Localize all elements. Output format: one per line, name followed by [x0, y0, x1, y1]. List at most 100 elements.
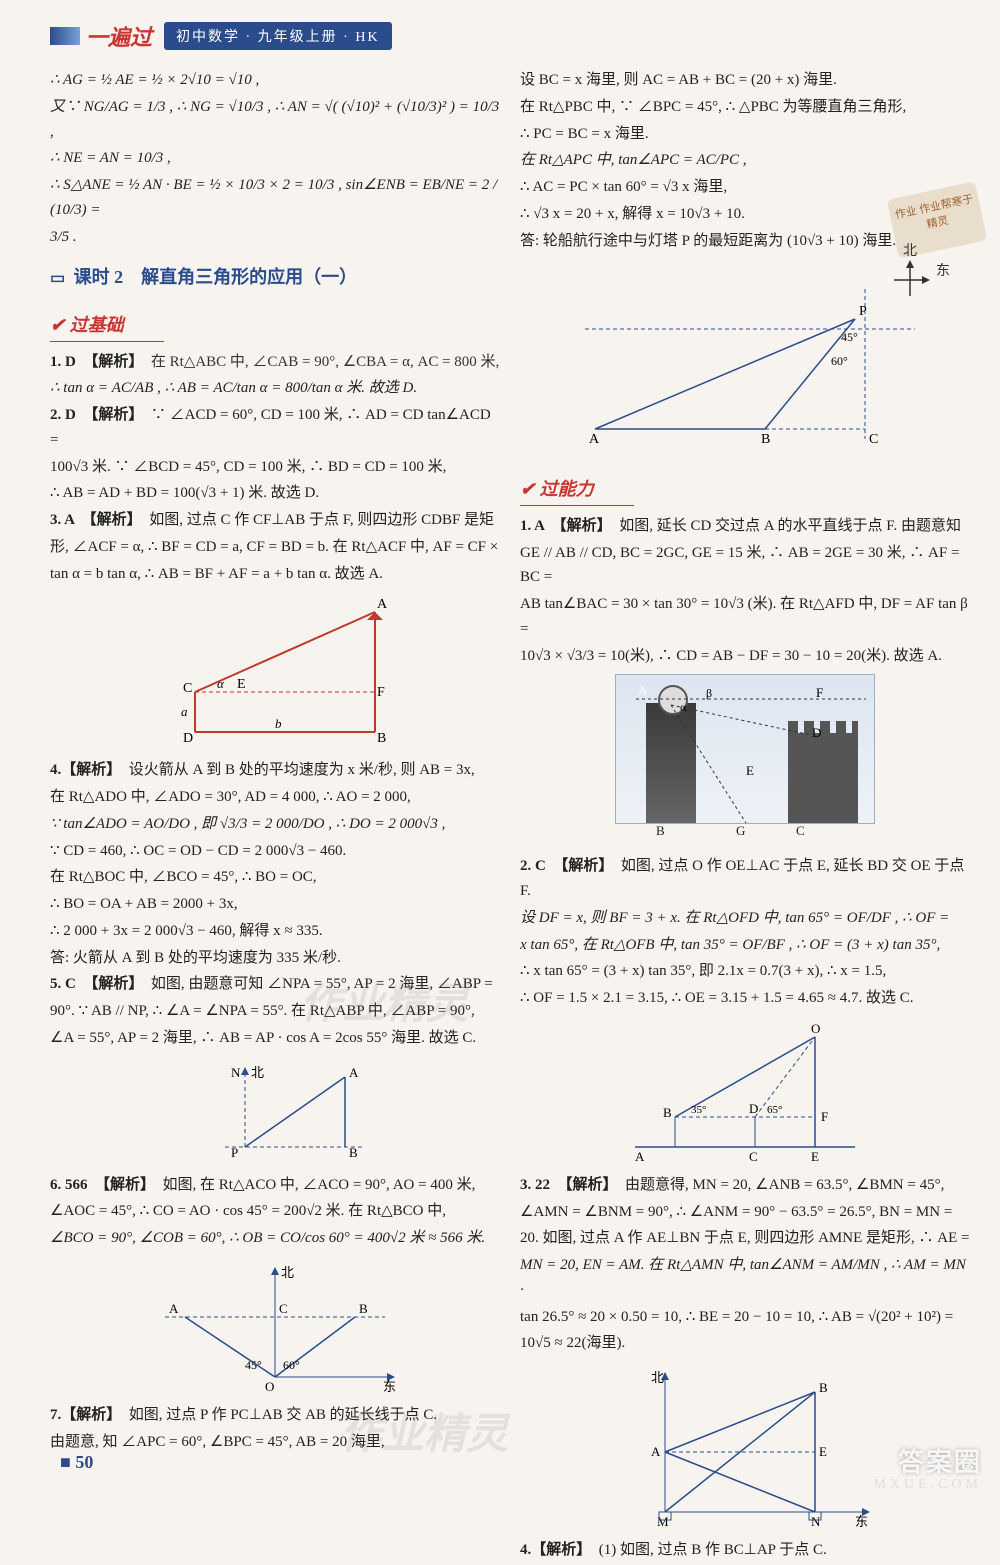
svg-text:D: D — [812, 725, 821, 740]
svg-text:北: 北 — [281, 1265, 294, 1280]
svg-text:α: α — [217, 676, 225, 691]
svg-text:45°: 45° — [245, 1358, 262, 1372]
svg-text:C: C — [749, 1149, 758, 1164]
rq1: 1. A 【解析】 如图, 延长 CD 交过点 A 的水平直线于点 F. 由题意… — [520, 514, 970, 539]
svg-text:60°: 60° — [831, 354, 848, 368]
lesson-title-text: 课时 2 解直角三角形的应用（一） — [74, 267, 358, 287]
svg-text:B: B — [663, 1105, 672, 1120]
rq3-line: 10√5 ≈ 22(海里). — [520, 1331, 970, 1356]
svg-text:A: A — [638, 683, 648, 698]
rq2-line: x tan 65°, 在 Rt△OFB 中, tan 35° = OF/BF ,… — [520, 933, 970, 958]
svg-text:E: E — [746, 763, 754, 778]
q5: 5. C 【解析】 如图, 由题意可知 ∠NPA = 55°, AP = 2 海… — [50, 972, 500, 997]
header-badge: 初中数学 · 九年级上册 · HK — [164, 22, 392, 50]
intro-line: ∴ NE = AN = 10/3 , — [50, 146, 500, 171]
svg-text:A: A — [377, 597, 388, 612]
q1-line: ∴ tan α = AC/AB , ∴ AB = AC/tan α = 800/… — [50, 376, 500, 401]
page-header: 一遍过 初中数学 · 九年级上册 · HK — [50, 20, 970, 52]
figure-q6: 北 东 A B C O 45° 60° — [145, 1257, 405, 1397]
ability-heading-text: 过能力 — [540, 479, 594, 499]
svg-text:35°: 35° — [691, 1104, 706, 1116]
q1: 1. D 【解析】 在 Rt△ABC 中, ∠CAB = 90°, ∠CBA =… — [50, 350, 500, 375]
q4-line: 答: 火箭从 A 到 B 处的平均速度为 335 米/秒. — [50, 946, 500, 971]
q1-head: 1. D 【解析】 — [50, 354, 136, 370]
rq2: 2. C 【解析】 如图, 过点 O 作 OE⊥AC 于点 E, 延长 BD 交… — [520, 854, 970, 904]
q3: 3. A 【解析】 如图, 过点 C 作 CF⊥AB 于点 F, 则四边形 CD… — [50, 508, 500, 533]
rq3-line: ∠AMN = ∠BNM = 90°, ∴ ∠ANM = 90° − 63.5° … — [520, 1200, 970, 1225]
svg-text:a: a — [181, 704, 188, 719]
r-intro: 在 Rt△APC 中, tan∠APC = AC/PC , — [520, 148, 970, 173]
svg-text:北: 北 — [651, 1370, 664, 1385]
svg-text:P: P — [859, 304, 867, 319]
rq4: 4.【解析】 (1) 如图, 过点 B 作 BC⊥AP 于点 C. — [520, 1538, 970, 1563]
svg-text:α: α — [680, 700, 687, 714]
r-intro: 在 Rt△PBC 中, ∵ ∠BPC = 45°, ∴ △PBC 为等腰直角三角… — [520, 95, 970, 120]
q4-line: ∵ tan∠ADO = AO/DO , 即 √3/3 = 2 000/DO , … — [50, 812, 500, 837]
rq1-line: AB tan∠BAC = 30 × tan 30° = 10√3 (米). 在 … — [520, 592, 970, 642]
rq2-line: ∴ x tan 65° = (3 + x) tan 35°, 即 2.1x = … — [520, 959, 970, 984]
figure-photo: A F D E α β B G C — [615, 674, 875, 824]
q3-line: tan α = b tan α, ∴ AB = BF + AF = a + b … — [50, 562, 500, 587]
rq3-line: MN = 20, EN = AM. 在 Rt△AMN 中, tan∠ANM = … — [520, 1253, 970, 1303]
compass-rose: 北 东 — [890, 240, 930, 305]
svg-text:O: O — [811, 1021, 820, 1036]
q5-body: 如图, 由题意可知 ∠NPA = 55°, AP = 2 海里, ∠ABP = — [151, 976, 493, 992]
svg-text:B: B — [349, 1145, 358, 1160]
rq3-line: 20. 如图, 过点 A 作 AE⊥BN 于点 E, 则四边形 AMNE 是矩形… — [520, 1226, 970, 1251]
q3-body: 如图, 过点 C 作 CF⊥AB 于点 F, 则四边形 CDBF 是矩 — [149, 512, 494, 528]
figure-r1: A B C P 45° 60° — [565, 259, 925, 459]
q6: 6. 566 【解析】 如图, 在 Rt△ACO 中, ∠ACO = 90°, … — [50, 1173, 500, 1198]
svg-text:β: β — [706, 686, 712, 700]
svg-text:B: B — [377, 731, 386, 746]
rq3-head: 3. 22 【解析】 — [520, 1177, 610, 1193]
r-intro: 设 BC = x 海里, 则 AC = AB + BC = (20 + x) 海… — [520, 68, 970, 93]
q2-head: 2. D 【解析】 — [50, 407, 136, 423]
q4-head: 4.【解析】 — [50, 762, 114, 778]
q4: 4.【解析】 设火箭从 A 到 B 处的平均速度为 x 米/秒, 则 AB = … — [50, 758, 500, 783]
intro-line: 3/5 . — [50, 225, 500, 250]
svg-text:A: A — [349, 1065, 359, 1080]
svg-text:F: F — [816, 685, 823, 700]
q2: 2. D 【解析】 ∵ ∠ACD = 60°, CD = 100 米, ∴ AD… — [50, 403, 500, 453]
q7-body: 如图, 过点 P 作 PC⊥AB 交 AB 的延长线于点 C. — [129, 1407, 437, 1423]
svg-text:O: O — [265, 1379, 274, 1394]
intro-line: 又∵ NG/AG = 1/3 , ∴ NG = √10/3 , ∴ AN = √… — [50, 95, 500, 145]
svg-text:b: b — [275, 716, 282, 731]
rq1-head: 1. A 【解析】 — [520, 518, 604, 534]
check-icon: ✔ — [50, 315, 65, 335]
q5-head: 5. C 【解析】 — [50, 976, 136, 992]
label-B: B — [656, 820, 665, 841]
basic-heading: ✔ 过基础 — [50, 311, 164, 342]
q6-body: 如图, 在 Rt△ACO 中, ∠ACO = 90°, AO = 400 米, — [163, 1177, 476, 1193]
q1-body: 在 Rt△ABC 中, ∠CAB = 90°, ∠CBA = α, AC = 8… — [151, 354, 499, 370]
label-G: G — [736, 820, 745, 841]
svg-text:B: B — [761, 432, 770, 447]
svg-text:N: N — [231, 1065, 241, 1080]
brand-stamp: 一遍过 — [86, 20, 152, 52]
svg-text:N: N — [811, 1514, 821, 1529]
rq4-body: (1) 如图, 过点 B 作 BC⊥AP 于点 C. — [599, 1542, 827, 1558]
rq1-l0: 如图, 延长 CD 交过点 A 的水平直线于点 F. 由题意知 — [619, 518, 961, 534]
svg-text:C: C — [183, 681, 192, 696]
svg-text:45°: 45° — [841, 330, 858, 344]
q4-line: 在 Rt△BOC 中, ∠BCO = 45°, ∴ BO = OC, — [50, 865, 500, 890]
q6-line: ∠AOC = 45°, ∴ CO = AO · cos 45° = 200√2 … — [50, 1199, 500, 1224]
r-intro: ∴ PC = BC = x 海里. — [520, 122, 970, 147]
svg-text:C: C — [279, 1301, 288, 1316]
figure-q3: A B C D E F a b α — [145, 592, 405, 752]
svg-text:65°: 65° — [767, 1104, 782, 1116]
svg-text:A: A — [651, 1444, 661, 1459]
svg-text:D: D — [749, 1101, 758, 1116]
figure-r3: 北 东 A B E M N — [605, 1362, 885, 1532]
rq4-head: 4.【解析】 — [520, 1542, 584, 1558]
q2-line: ∴ AB = AD + BD = 100(√3 + 1) 米. 故选 D. — [50, 481, 500, 506]
q3-line: 形, ∠ACF = α, ∴ BF = CD = a, CF = BD = b.… — [50, 535, 500, 560]
q6-line: ∠BCO = 90°, ∠COB = 60°, ∴ OB = CO/cos 60… — [50, 1226, 500, 1251]
rq2-line: ∴ OF = 1.5 × 2.1 = 3.15, ∴ OE = 3.15 + 1… — [520, 986, 970, 1011]
svg-text:A: A — [589, 432, 600, 447]
rq3-l0: 由题意得, MN = 20, ∠ANB = 63.5°, ∠BMN = 45°, — [625, 1177, 944, 1193]
svg-text:东: 东 — [383, 1379, 396, 1394]
rq2-head: 2. C 【解析】 — [520, 858, 606, 874]
svg-text:E: E — [819, 1444, 827, 1459]
svg-text:60°: 60° — [283, 1358, 300, 1372]
